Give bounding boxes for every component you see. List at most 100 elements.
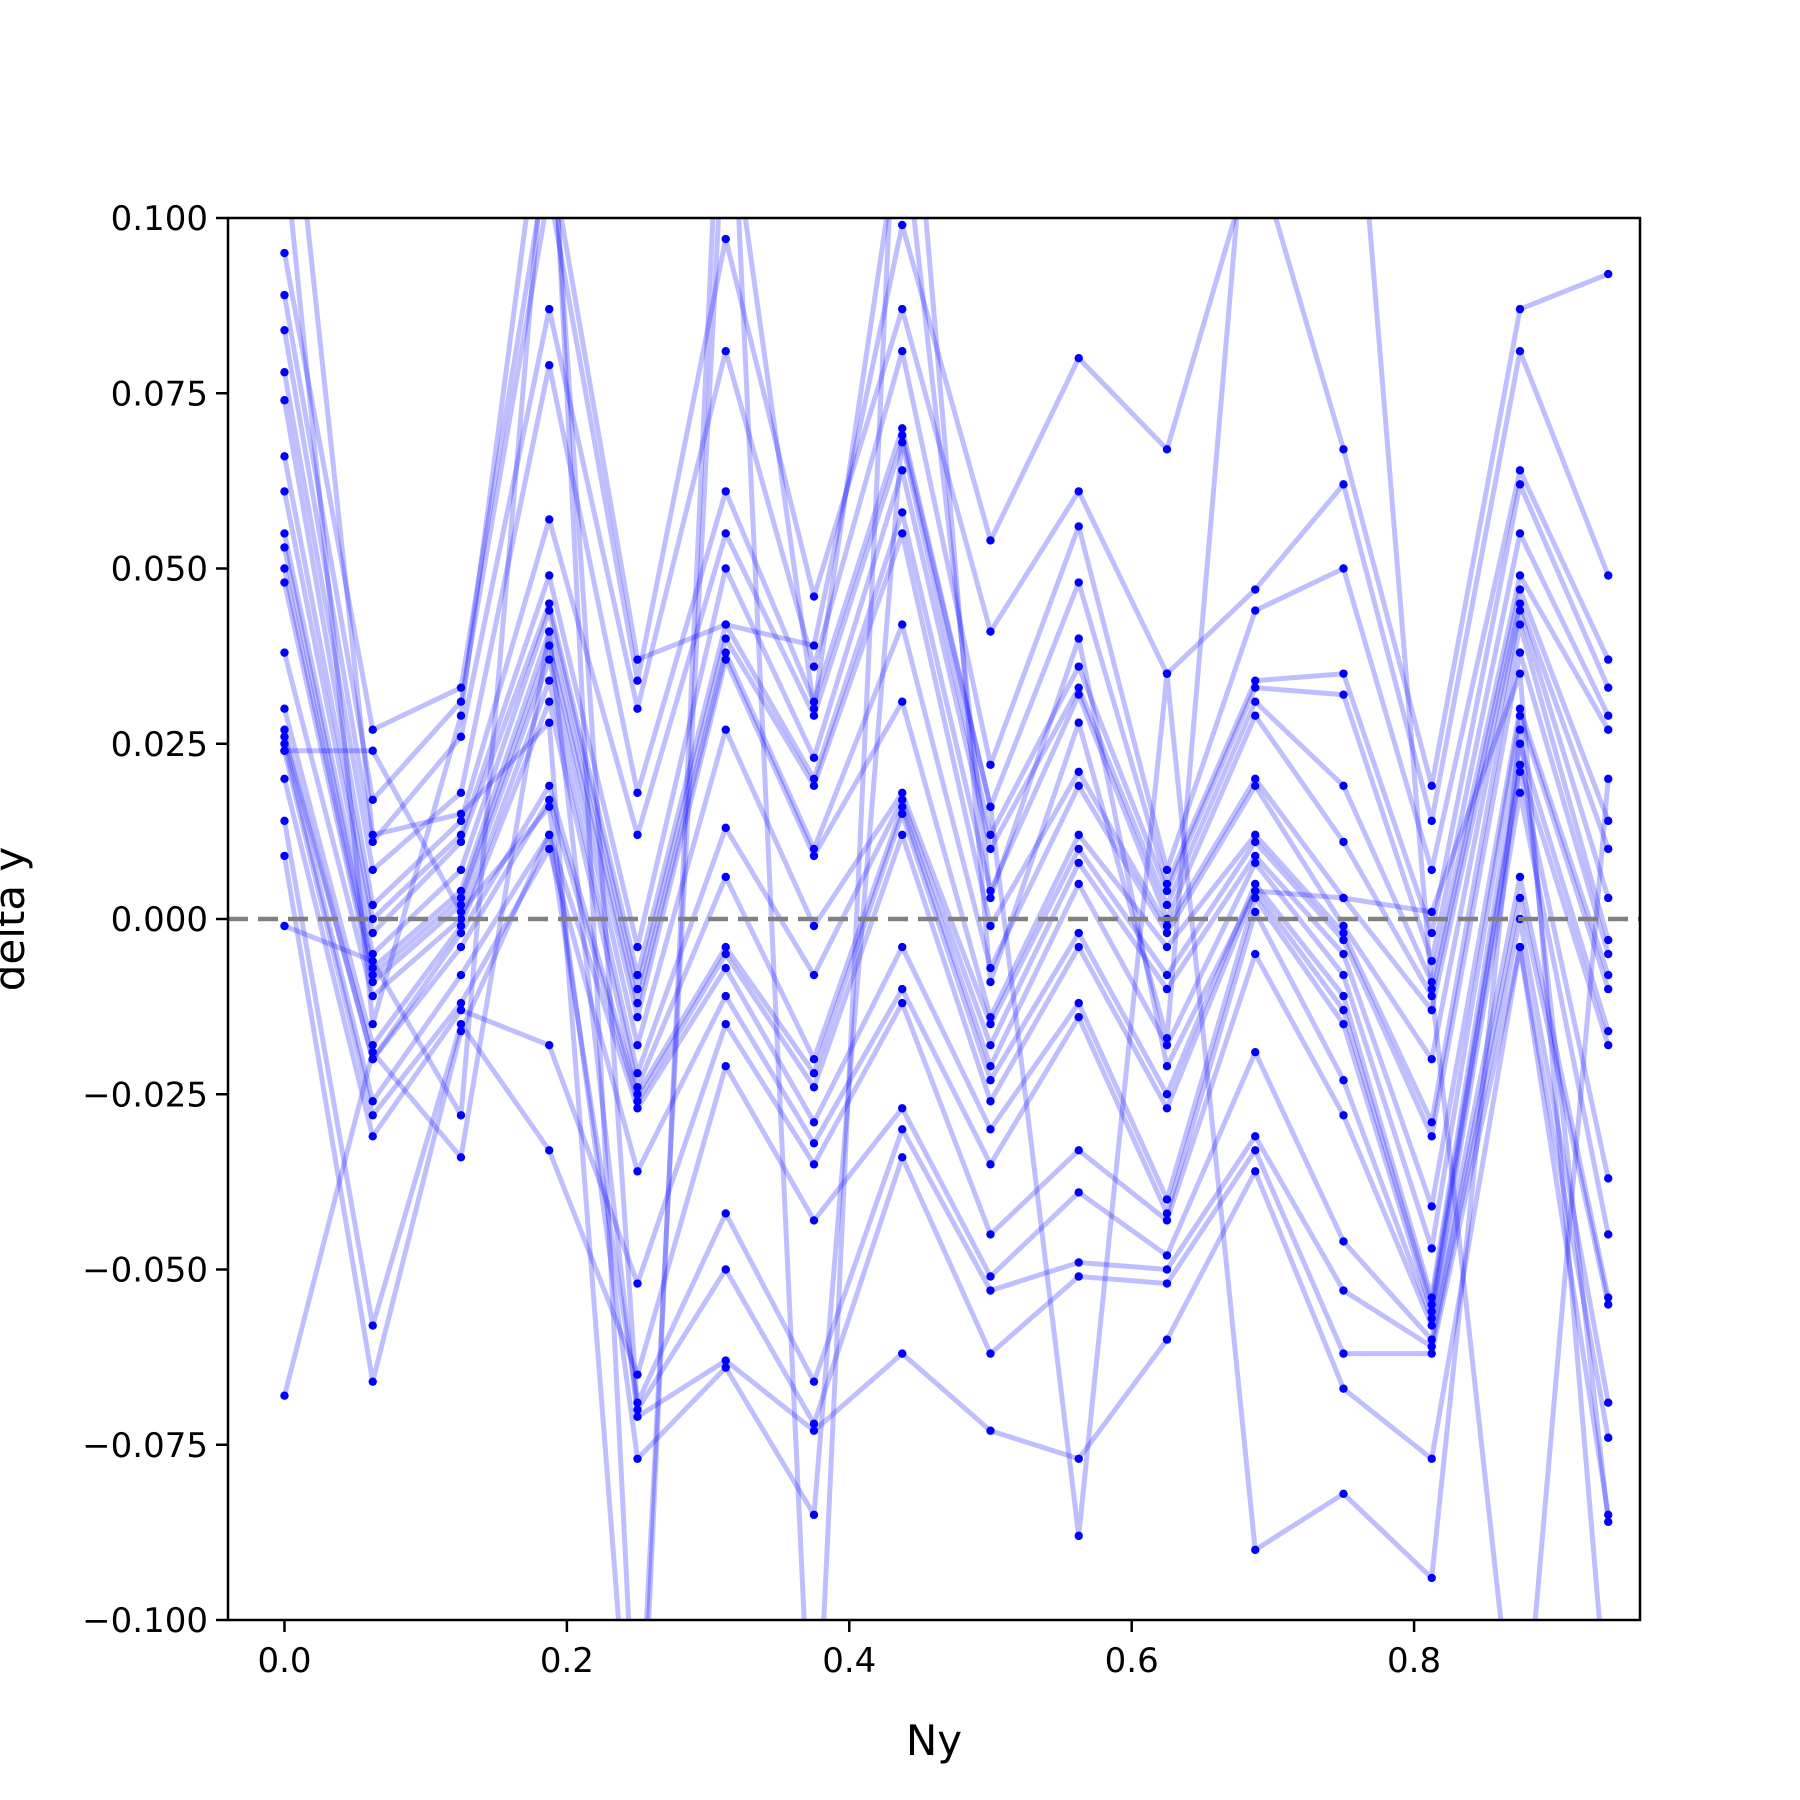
series-16	[280, 739, 1613, 1316]
data-point	[280, 648, 289, 657]
data-point	[1339, 669, 1348, 678]
data-point	[368, 830, 377, 840]
data-point	[1162, 1335, 1172, 1344]
data-point	[456, 998, 466, 1008]
data-point	[280, 851, 289, 861]
data-point	[633, 1083, 642, 1092]
data-point	[280, 774, 289, 783]
data-point	[280, 396, 289, 405]
series-line	[282, 820, 1611, 1378]
data-point	[456, 1111, 466, 1120]
data-point	[809, 1055, 819, 1064]
data-point	[368, 970, 377, 980]
data-point	[545, 571, 554, 580]
data-point	[1251, 830, 1260, 840]
data-point	[633, 704, 642, 713]
data-point	[456, 732, 466, 741]
data-point	[633, 1412, 642, 1421]
data-point	[721, 655, 730, 664]
data-point	[633, 655, 642, 664]
data-point	[1074, 1188, 1083, 1197]
data-point	[986, 536, 995, 545]
data-point	[280, 248, 289, 258]
data-point	[1427, 1202, 1436, 1211]
data-point	[280, 529, 289, 538]
data-point	[1427, 1335, 1436, 1344]
data-point	[368, 1097, 377, 1106]
series-13	[280, 697, 1613, 1253]
data-point	[545, 515, 554, 524]
data-point	[368, 900, 377, 910]
data-point	[1251, 144, 1259, 152]
data-point	[1427, 1005, 1436, 1015]
data-point	[809, 592, 819, 601]
y-tick-label: 0.050	[111, 550, 208, 590]
data-point	[898, 424, 907, 433]
data-point	[1427, 781, 1436, 791]
data-point	[1074, 522, 1083, 531]
data-point	[1604, 844, 1613, 854]
data-point	[1162, 865, 1172, 875]
data-point	[809, 641, 819, 650]
x-axis: 0.0 0.2 0.4 0.6 0.8	[257, 1620, 1441, 1681]
data-point	[368, 795, 377, 805]
data-point	[898, 697, 907, 706]
data-point	[456, 711, 466, 720]
data-point	[1339, 1076, 1348, 1085]
series-line	[282, 699, 1611, 1251]
data-point	[633, 1167, 642, 1176]
data-point	[633, 1398, 642, 1407]
data-point	[1427, 1300, 1436, 1309]
data-point	[898, 942, 907, 952]
data-point	[986, 1062, 995, 1071]
data-point	[721, 234, 730, 244]
data-point	[368, 837, 377, 847]
data-point	[721, 346, 730, 356]
data-point	[1074, 690, 1083, 699]
data-point	[1515, 585, 1525, 594]
data-point	[898, 431, 907, 440]
data-point	[986, 830, 995, 840]
series-line	[282, 736, 1611, 1307]
data-point	[545, 718, 554, 727]
data-point	[1604, 1398, 1613, 1407]
data-point	[1074, 942, 1083, 952]
data-point	[721, 1019, 730, 1029]
data-point	[809, 1083, 819, 1092]
data-point	[1427, 1314, 1436, 1323]
data-point	[545, 606, 554, 615]
data-point	[1251, 893, 1260, 903]
data-point	[898, 438, 907, 447]
data-point	[1604, 1510, 1613, 1520]
data-point	[1427, 907, 1436, 917]
data-point	[1251, 837, 1260, 847]
data-point	[1515, 767, 1525, 776]
data-point	[368, 928, 377, 938]
data-point	[1604, 655, 1613, 664]
data-point	[1339, 781, 1348, 791]
series-9	[280, 543, 1613, 1064]
data-point	[1162, 669, 1172, 678]
data-point	[545, 81, 553, 89]
data-point	[545, 781, 554, 791]
data-point	[1427, 1454, 1436, 1463]
data-point	[986, 760, 995, 769]
series-line	[289, 218, 1602, 1620]
data-point	[1074, 998, 1083, 1008]
y-tick-label: −0.075	[82, 1426, 208, 1466]
data-point	[1074, 662, 1083, 671]
data-point	[986, 1230, 995, 1239]
x-tick-label: 0.8	[1387, 1641, 1441, 1681]
data-point	[1515, 466, 1525, 475]
data-point	[545, 697, 554, 706]
data-point	[1339, 1489, 1348, 1499]
data-point	[633, 1090, 642, 1099]
data-point	[1339, 928, 1348, 938]
data-point	[898, 508, 907, 517]
data-point	[721, 487, 730, 496]
data-point	[721, 1062, 730, 1071]
data-point	[1162, 1062, 1172, 1071]
data-point	[545, 599, 554, 608]
data-point	[456, 697, 466, 706]
data-point	[456, 907, 466, 917]
